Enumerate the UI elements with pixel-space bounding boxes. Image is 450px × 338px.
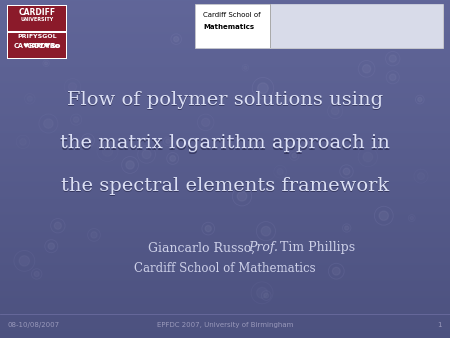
Text: Flow of polymer solutions using: Flow of polymer solutions using xyxy=(67,91,383,109)
Circle shape xyxy=(54,222,61,229)
Text: 08-10/08/2007: 08-10/08/2007 xyxy=(8,322,60,328)
Circle shape xyxy=(166,139,170,143)
Circle shape xyxy=(389,55,396,62)
Text: Flow of polymer solutions using: Flow of polymer solutions using xyxy=(67,93,383,111)
Text: Giancarlo Russo,: Giancarlo Russo, xyxy=(148,241,255,255)
Text: Cardiff School of: Cardiff School of xyxy=(203,12,261,18)
Text: CARDIFF: CARDIFF xyxy=(18,8,55,17)
Circle shape xyxy=(48,243,54,249)
Circle shape xyxy=(110,185,114,189)
Circle shape xyxy=(44,119,53,128)
Circle shape xyxy=(343,168,350,175)
Circle shape xyxy=(45,62,48,65)
Text: Prof.: Prof. xyxy=(248,241,278,255)
Text: Mathematics: Mathematics xyxy=(203,24,254,30)
Text: Tim Phillips: Tim Phillips xyxy=(280,241,355,255)
Circle shape xyxy=(362,65,371,73)
Circle shape xyxy=(142,150,151,159)
Text: Cardiff School of Mathematics: Cardiff School of Mathematics xyxy=(134,262,316,274)
Text: CA: CA xyxy=(27,43,37,49)
Text: PRIFYSGOL: PRIFYSGOL xyxy=(17,34,57,39)
Text: the spectral elements framework: the spectral elements framework xyxy=(61,178,389,196)
Text: the spectral elements framework: the spectral elements framework xyxy=(61,177,389,195)
Circle shape xyxy=(237,191,247,201)
Circle shape xyxy=(202,118,210,126)
Circle shape xyxy=(205,225,212,232)
Circle shape xyxy=(85,137,91,144)
Bar xyxy=(8,33,66,58)
Circle shape xyxy=(91,232,97,238)
Text: RDYßo: RDYßo xyxy=(35,43,60,49)
Circle shape xyxy=(174,37,179,42)
Circle shape xyxy=(292,153,297,158)
Circle shape xyxy=(350,31,353,34)
Bar xyxy=(271,4,443,48)
Circle shape xyxy=(261,226,271,236)
Text: the matrix logarithm approach in: the matrix logarithm approach in xyxy=(60,134,390,152)
Circle shape xyxy=(418,97,422,102)
Circle shape xyxy=(333,267,340,275)
Bar xyxy=(270,4,271,48)
Circle shape xyxy=(368,26,375,33)
Circle shape xyxy=(19,256,30,266)
Circle shape xyxy=(390,74,396,80)
Circle shape xyxy=(264,293,269,298)
Circle shape xyxy=(34,271,39,276)
Bar xyxy=(8,31,66,33)
Circle shape xyxy=(257,83,268,94)
Bar xyxy=(7,5,67,59)
Circle shape xyxy=(345,226,349,230)
Bar xyxy=(195,4,443,48)
Text: EPFDC 2007, University of Birmingham: EPFDC 2007, University of Birmingham xyxy=(157,322,293,328)
Bar xyxy=(8,6,66,31)
Circle shape xyxy=(379,211,388,220)
Text: CA♥RDY♥ßo: CA♥RDY♥ßo xyxy=(14,43,60,49)
Text: the matrix logarithm approach in: the matrix logarithm approach in xyxy=(60,136,390,153)
Text: 1: 1 xyxy=(437,322,442,328)
Circle shape xyxy=(126,161,134,169)
Text: UNIVERSITY: UNIVERSITY xyxy=(20,17,54,22)
Circle shape xyxy=(170,155,176,162)
